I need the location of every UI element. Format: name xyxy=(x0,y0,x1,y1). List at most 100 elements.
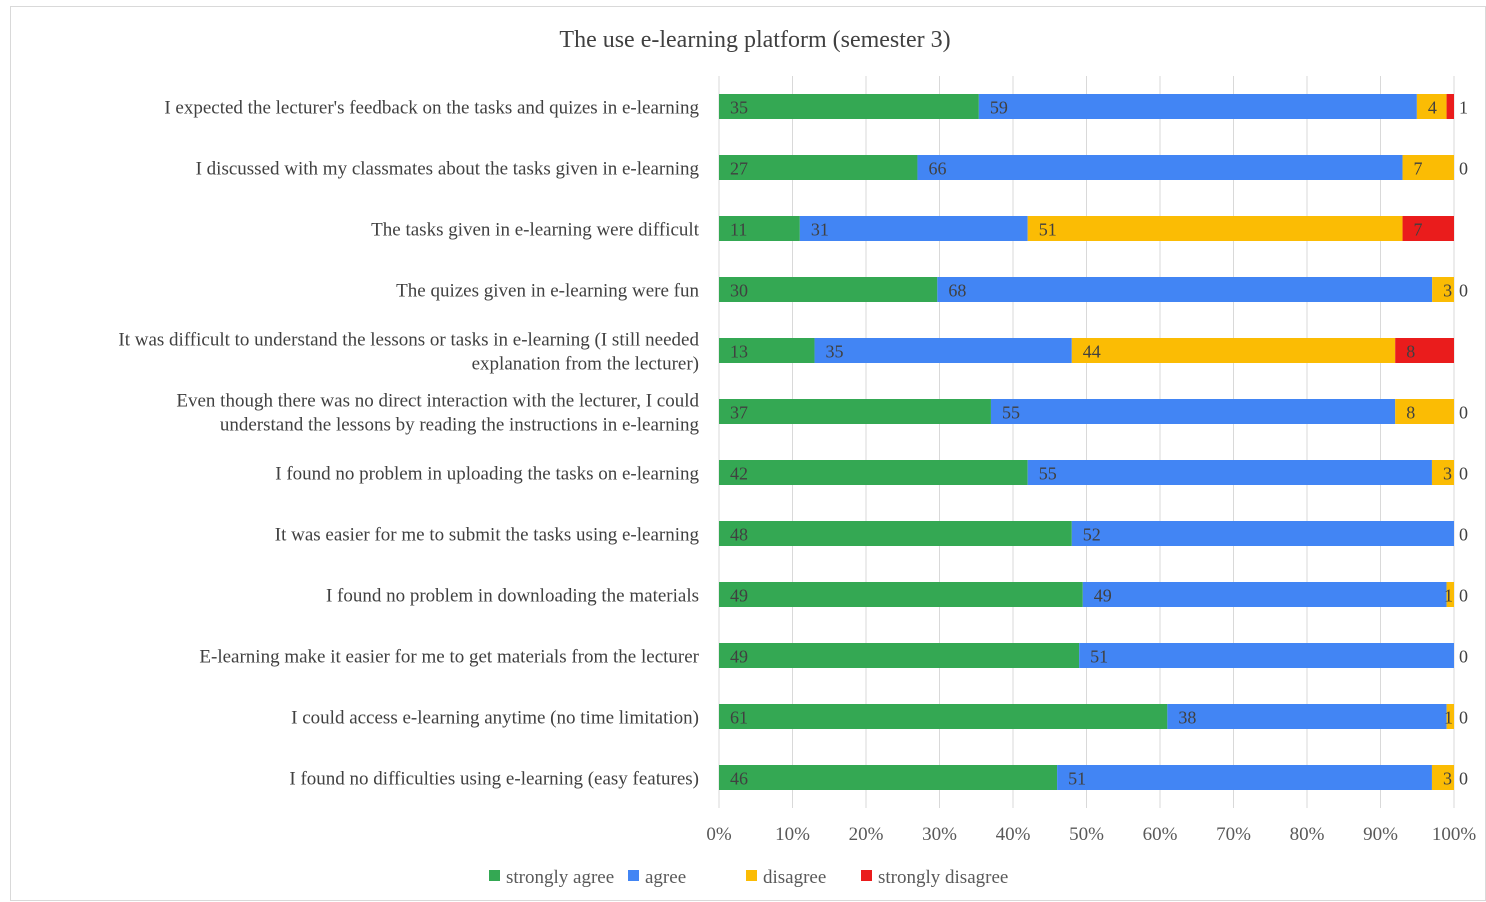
data-label: 51 xyxy=(1039,220,1057,240)
legend-label: strongly agree xyxy=(506,867,614,888)
data-label: 8 xyxy=(1406,342,1415,362)
bar-segment-disagree xyxy=(1446,704,1454,729)
data-label: 3 xyxy=(1443,464,1452,484)
category-label: I found no difficulties using e-learning… xyxy=(289,769,699,790)
data-label: 61 xyxy=(730,708,748,728)
bar-segment-disagree xyxy=(1446,582,1454,607)
legend-swatch xyxy=(628,870,639,881)
bar-segment-disagree xyxy=(1431,460,1454,485)
legend-swatch xyxy=(861,870,872,881)
bar-segment-agree xyxy=(1082,582,1447,607)
data-label: 46 xyxy=(730,769,748,789)
bar-segment-strongly-agree xyxy=(719,765,1058,790)
data-label: 55 xyxy=(1039,464,1057,484)
category-label: I could access e-learning anytime (no ti… xyxy=(291,708,699,729)
data-label: 0 xyxy=(1459,159,1468,179)
bar-segment-strongly-disagree xyxy=(1446,94,1454,119)
data-label: 1 xyxy=(1444,586,1453,606)
data-label: 35 xyxy=(826,342,844,362)
bar-segment-strongly-agree xyxy=(719,460,1028,485)
data-label: 68 xyxy=(948,281,966,301)
bar-segment-strongly-agree xyxy=(719,155,918,180)
category-label: I expected the lecturer's feedback on th… xyxy=(164,98,699,119)
bar-segment-agree xyxy=(1071,521,1454,546)
bar-segment-strongly-agree xyxy=(719,216,800,241)
x-tick-label: 0% xyxy=(706,824,732,845)
data-label: 27 xyxy=(730,159,748,179)
category-label: It was difficult to understand the lesso… xyxy=(118,330,699,351)
x-tick-label: 70% xyxy=(1216,824,1251,845)
data-label: 31 xyxy=(811,220,829,240)
x-tick-label: 40% xyxy=(996,824,1031,845)
x-tick-label: 50% xyxy=(1069,824,1104,845)
bar-segment-strongly-agree xyxy=(719,399,991,424)
category-label: It was easier for me to submit the tasks… xyxy=(275,525,700,546)
data-label: 51 xyxy=(1090,647,1108,667)
bar-segment-strongly-disagree xyxy=(1402,216,1454,241)
data-label: 0 xyxy=(1459,403,1468,423)
bar-segment-agree xyxy=(990,399,1396,424)
bar-segment-strongly-agree xyxy=(719,704,1168,729)
data-label: 7 xyxy=(1414,220,1423,240)
bar-segment-strongly-agree xyxy=(719,94,979,119)
data-label: 4 xyxy=(1428,98,1437,118)
bar-segment-agree xyxy=(1027,460,1432,485)
data-label: 38 xyxy=(1178,708,1196,728)
bar-segment-disagree xyxy=(1432,277,1454,302)
data-label: 42 xyxy=(730,464,748,484)
data-label: 37 xyxy=(730,403,748,423)
category-label: understand the lessons by reading the in… xyxy=(220,415,700,436)
bar-segment-disagree xyxy=(1431,765,1454,790)
data-label: 8 xyxy=(1406,403,1415,423)
data-label: 0 xyxy=(1459,708,1468,728)
category-label: The tasks given in e-learning were diffi… xyxy=(371,220,700,241)
bar-segment-strongly-agree xyxy=(719,582,1083,607)
category-label: I found no problem in downloading the ma… xyxy=(326,586,699,607)
legend-swatch xyxy=(746,870,757,881)
category-label: I discussed with my classmates about the… xyxy=(196,159,700,180)
bar-segment-agree xyxy=(937,277,1433,302)
bar-segment-strongly-disagree xyxy=(1395,338,1454,363)
legend-label: disagree xyxy=(763,867,826,888)
x-tick-label: 90% xyxy=(1363,824,1398,845)
bar-segment-disagree xyxy=(1395,399,1454,424)
x-tick-label: 80% xyxy=(1290,824,1325,845)
legend-label: strongly disagree xyxy=(878,867,1008,888)
x-tick-label: 60% xyxy=(1143,824,1178,845)
data-label: 3 xyxy=(1443,769,1452,789)
bar-segment-strongly-agree xyxy=(719,643,1080,668)
x-tick-label: 10% xyxy=(775,824,810,845)
data-label: 55 xyxy=(1002,403,1020,423)
x-tick-label: 20% xyxy=(849,824,884,845)
data-label: 11 xyxy=(730,220,747,240)
data-label: 0 xyxy=(1459,464,1468,484)
data-label: 0 xyxy=(1459,525,1468,545)
category-label: E-learning make it easier for me to get … xyxy=(199,647,699,668)
data-label: 35 xyxy=(730,98,748,118)
data-label: 0 xyxy=(1459,769,1468,789)
data-label: 7 xyxy=(1414,159,1423,179)
bar-segment-disagree xyxy=(1027,216,1403,241)
bar-segment-disagree xyxy=(1071,338,1396,363)
bar-segment-disagree xyxy=(1416,94,1447,119)
data-label: 59 xyxy=(990,98,1008,118)
bar-segment-strongly-agree xyxy=(719,277,938,302)
data-label: 1 xyxy=(1459,98,1468,118)
bar-segment-agree xyxy=(799,216,1028,241)
bar-segment-agree xyxy=(917,155,1403,180)
chart-title: The use e-learning platform (semester 3) xyxy=(559,27,950,53)
data-label: 66 xyxy=(928,159,946,179)
legend-label: agree xyxy=(645,867,686,888)
bar-segment-agree xyxy=(1057,765,1432,790)
data-label: 1 xyxy=(1444,708,1453,728)
bar-segment-strongly-agree xyxy=(719,338,815,363)
data-label: 13 xyxy=(730,342,748,362)
data-label: 44 xyxy=(1083,342,1101,362)
data-label: 0 xyxy=(1459,281,1468,301)
data-label: 49 xyxy=(1094,586,1112,606)
data-label: 49 xyxy=(730,586,748,606)
data-label: 30 xyxy=(730,281,748,301)
data-label: 0 xyxy=(1459,647,1468,667)
data-label: 51 xyxy=(1068,769,1086,789)
